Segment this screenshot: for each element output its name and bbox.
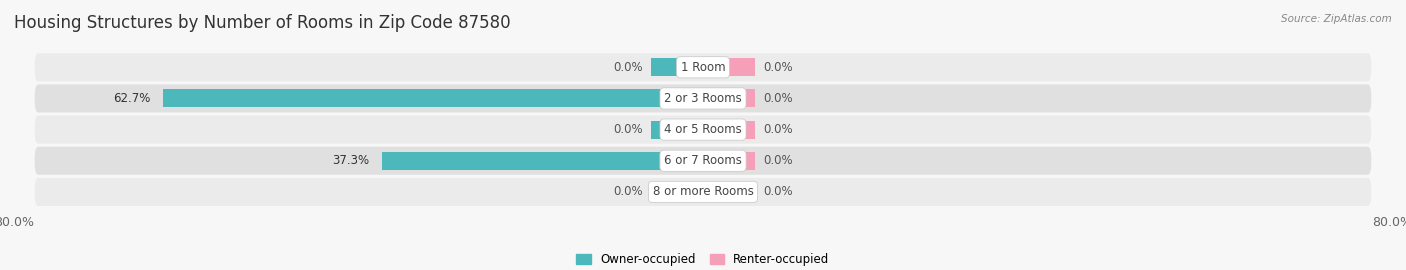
Bar [703,121,755,139]
FancyBboxPatch shape [35,116,1371,144]
Text: 37.3%: 37.3% [332,154,368,167]
FancyBboxPatch shape [35,85,1371,113]
Text: 0.0%: 0.0% [613,61,643,74]
Text: 2 or 3 Rooms: 2 or 3 Rooms [664,92,742,105]
Text: 0.0%: 0.0% [763,123,793,136]
Bar [651,58,703,76]
Text: Source: ZipAtlas.com: Source: ZipAtlas.com [1281,14,1392,23]
Bar [703,152,755,170]
Text: 62.7%: 62.7% [112,92,150,105]
Text: 0.0%: 0.0% [613,185,643,198]
Text: 0.0%: 0.0% [763,92,793,105]
Text: 0.0%: 0.0% [763,61,793,74]
FancyBboxPatch shape [35,178,1371,206]
Bar [703,183,755,201]
Text: 0.0%: 0.0% [613,123,643,136]
Text: 4 or 5 Rooms: 4 or 5 Rooms [664,123,742,136]
Text: 8 or more Rooms: 8 or more Rooms [652,185,754,198]
Bar [651,183,703,201]
Text: 0.0%: 0.0% [763,185,793,198]
Text: 6 or 7 Rooms: 6 or 7 Rooms [664,154,742,167]
Bar [163,89,703,107]
FancyBboxPatch shape [35,53,1371,81]
Bar [382,152,703,170]
Text: 1 Room: 1 Room [681,61,725,74]
Legend: Owner-occupied, Renter-occupied: Owner-occupied, Renter-occupied [576,253,830,266]
Bar [703,89,755,107]
Text: 0.0%: 0.0% [763,154,793,167]
Bar [703,58,755,76]
FancyBboxPatch shape [35,147,1371,175]
Text: Housing Structures by Number of Rooms in Zip Code 87580: Housing Structures by Number of Rooms in… [14,14,510,32]
Bar [651,121,703,139]
